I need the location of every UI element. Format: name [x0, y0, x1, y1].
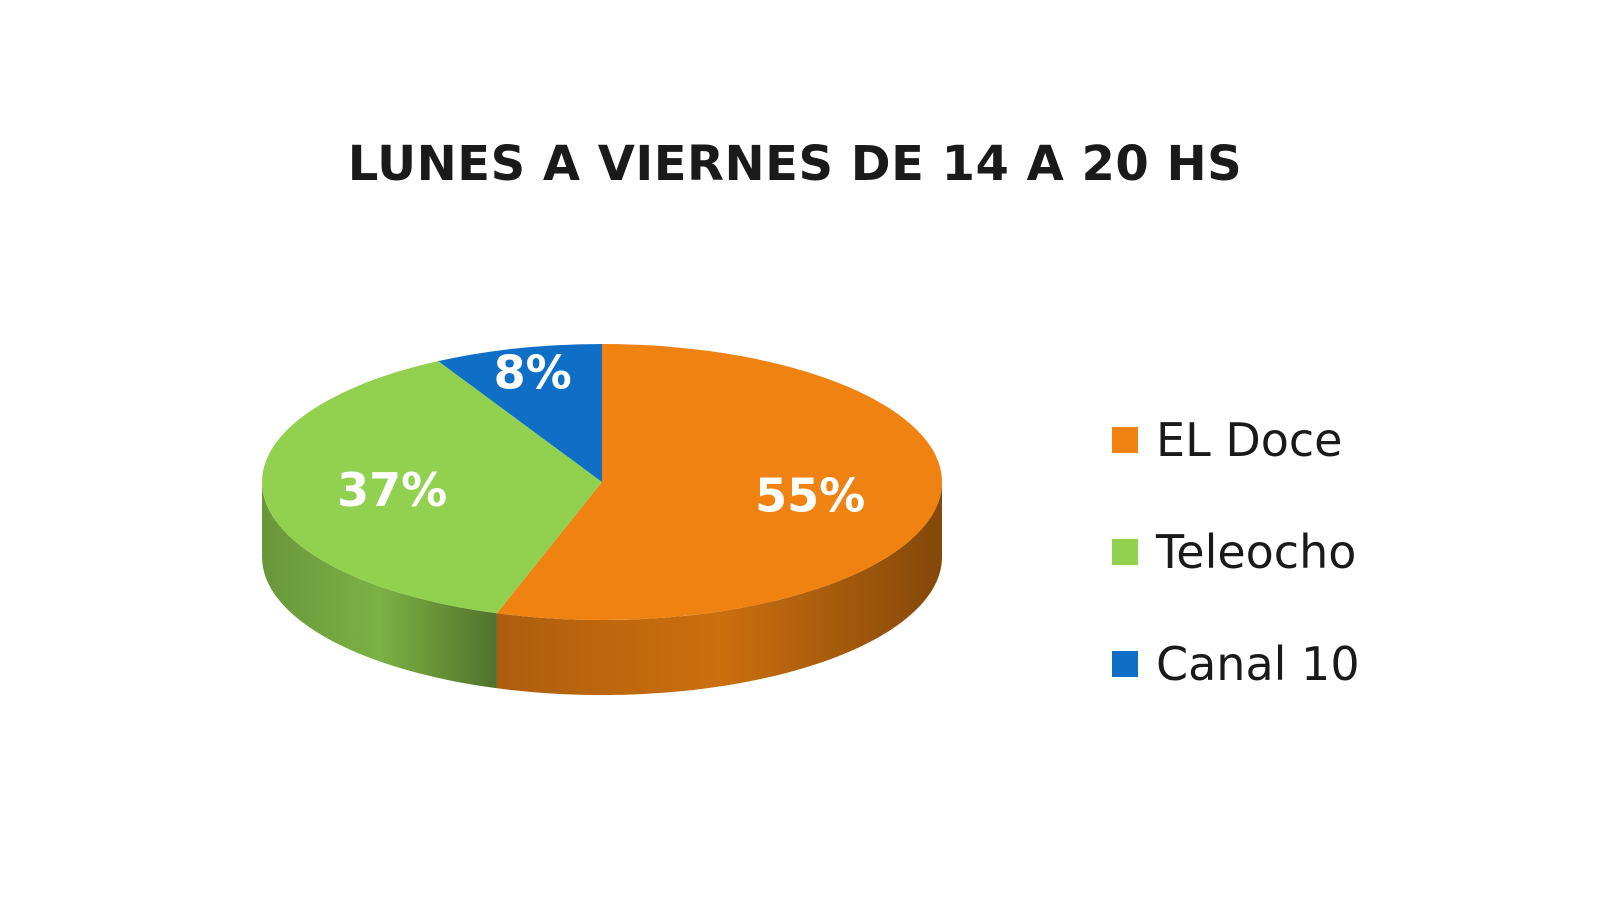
pie-side-walls — [262, 482, 942, 696]
pie-slice-el-doce — [496, 344, 943, 620]
legend-item-teleocho: Teleocho — [1112, 524, 1360, 580]
chart-legend: EL Doce Teleocho Canal 10 — [1112, 412, 1360, 748]
data-label-canal-10: 8% — [494, 345, 572, 399]
chart-title: LUNES A VIERNES DE 14 A 20 HS — [347, 136, 1243, 192]
pie-slices — [262, 344, 943, 620]
data-label-teleocho: 37% — [337, 463, 447, 517]
pie-side-teleocho — [262, 482, 497, 689]
legend-swatch-teleocho — [1112, 539, 1138, 565]
legend-item-el-doce: EL Doce — [1112, 412, 1360, 468]
legend-label-teleocho: Teleocho — [1156, 525, 1357, 579]
legend-item-canal-10: Canal 10 — [1112, 636, 1360, 692]
legend-swatch-canal-10 — [1112, 651, 1138, 677]
pie-slice-canal-10 — [438, 344, 602, 482]
pie-side-el-doce — [496, 482, 942, 696]
pie-slice-labels: 55% 37% 8% — [337, 345, 865, 522]
legend-swatch-el-doce — [1112, 427, 1138, 453]
data-label-el-doce: 55% — [755, 468, 865, 522]
legend-label-canal-10: Canal 10 — [1156, 637, 1360, 691]
pie-slice-teleocho — [262, 361, 602, 614]
legend-label-el-doce: EL Doce — [1156, 413, 1343, 467]
